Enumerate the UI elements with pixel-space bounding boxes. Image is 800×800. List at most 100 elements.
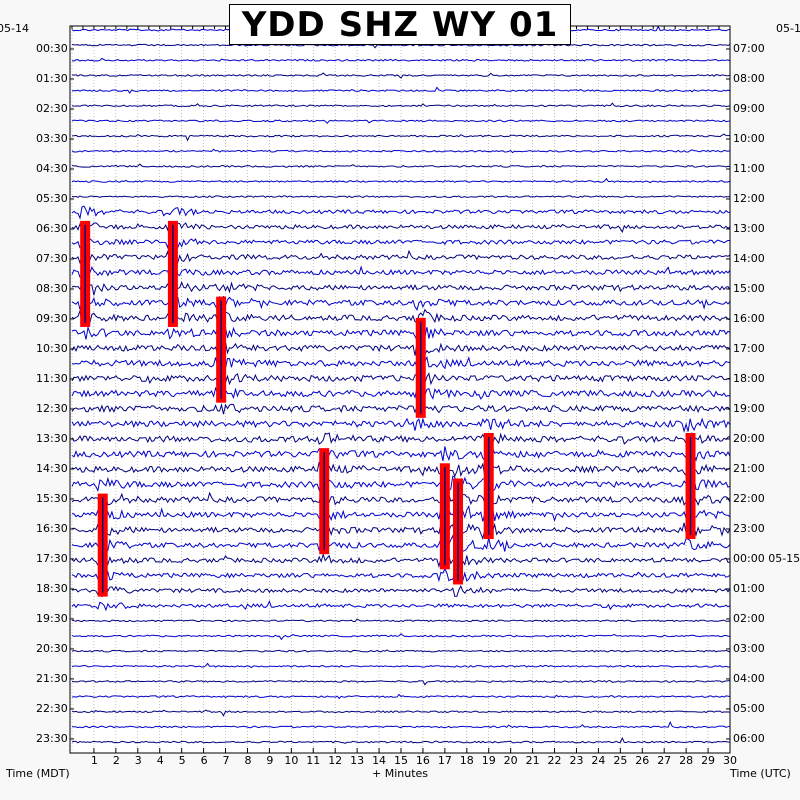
trace-line xyxy=(71,119,731,125)
left-time-label: 23:30 xyxy=(36,731,68,745)
trace-line xyxy=(71,72,731,79)
right-time-label: 16:00 xyxy=(733,311,765,325)
trace-line xyxy=(71,86,731,94)
left-time-label: 12:30 xyxy=(36,401,68,415)
trace-line xyxy=(71,280,731,296)
trace-line xyxy=(71,401,731,415)
left-time-label: 15:30 xyxy=(36,491,68,505)
trace-line xyxy=(71,475,731,494)
x-tick-label: 14 xyxy=(372,754,387,767)
x-tick-label: 2 xyxy=(112,754,120,767)
x-tick-label: 7 xyxy=(222,754,230,767)
right-time-label: 14:00 xyxy=(733,251,765,265)
trace-line xyxy=(71,325,731,342)
right-time-label: 12:00 xyxy=(733,191,765,205)
left-time-label: 10:30 xyxy=(36,341,68,355)
trace-line xyxy=(71,220,731,234)
trace-line xyxy=(71,195,731,199)
trace-line xyxy=(71,662,731,669)
trace-line xyxy=(71,163,731,168)
x-tick-label: 23 xyxy=(569,754,584,767)
left-time-label: 11:30 xyxy=(36,371,68,385)
x-tick-label: 3 xyxy=(134,754,142,767)
left-time-label: 00:30 xyxy=(36,41,68,55)
x-tick-label: 22 xyxy=(547,754,562,767)
x-axis-title: + Minutes xyxy=(372,767,429,780)
trace-line xyxy=(71,633,731,641)
x-tick-label: 17 xyxy=(437,754,452,767)
trace-line xyxy=(71,680,730,686)
trace-line xyxy=(71,552,731,570)
chart-title: YDD SHZ WY 01 xyxy=(241,4,559,45)
trace-line xyxy=(71,295,731,312)
x-tick-label: 4 xyxy=(156,754,164,767)
right-time-label: 13:00 xyxy=(733,221,765,235)
trace-line xyxy=(71,57,731,62)
x-tick-label: 12 xyxy=(328,754,343,767)
trace-line xyxy=(71,308,731,325)
trace-line xyxy=(71,534,731,554)
left-date-label: 05-14 xyxy=(0,22,29,35)
trace-line xyxy=(71,521,731,541)
right-time-label: 23:00 xyxy=(733,521,765,535)
trace-line xyxy=(71,446,731,463)
trace-line xyxy=(71,249,731,265)
trace-line xyxy=(71,431,731,448)
left-time-label: 06:30 xyxy=(36,221,68,235)
right-time-label: 17:00 xyxy=(733,341,765,355)
right-time-label: 00:00 05-15 xyxy=(733,551,800,565)
right-time-label: 19:00 xyxy=(733,401,765,415)
left-time-label: 08:30 xyxy=(36,281,68,295)
seismic-traces xyxy=(71,24,731,744)
x-tick-label: 27 xyxy=(657,754,672,767)
left-time-label: 18:30 xyxy=(36,581,68,595)
left-time-label: 20:30 xyxy=(36,641,68,655)
right-time-label: 22:00 xyxy=(733,491,765,505)
trace-line xyxy=(71,720,731,729)
right-date-label: 05-15 xyxy=(776,22,800,35)
x-tick-label: 10 xyxy=(284,754,299,767)
left-time-label: 07:30 xyxy=(36,251,68,265)
x-tick-label: 11 xyxy=(306,754,321,767)
plot-area xyxy=(70,26,730,753)
trace-line xyxy=(71,148,731,154)
x-tick-label: 6 xyxy=(200,754,208,767)
trace-line xyxy=(71,709,731,717)
left-time-label: 02:30 xyxy=(36,101,68,115)
left-time-label: 05:30 xyxy=(36,191,68,205)
left-time-label: 03:30 xyxy=(36,131,68,145)
right-time-label: 18:00 xyxy=(733,371,765,385)
x-tick-label: 24 xyxy=(591,754,606,767)
trace-line xyxy=(71,736,731,744)
trace-line xyxy=(71,584,731,598)
trace-line xyxy=(71,504,731,526)
right-time-label: 03:00 xyxy=(733,641,765,655)
trace-line xyxy=(71,649,731,653)
x-tick-label: 29 xyxy=(701,754,716,767)
trace-line xyxy=(71,417,731,433)
right-time-label: 01:00 xyxy=(733,581,765,595)
left-time-label: 01:30 xyxy=(36,71,68,85)
x-tick-label: 5 xyxy=(178,754,186,767)
trace-line xyxy=(71,461,731,478)
right-time-label: 20:00 xyxy=(733,431,765,445)
x-tick-label: 30 xyxy=(723,754,737,767)
x-tick-label: 19 xyxy=(481,754,496,767)
right-time-label: 11:00 xyxy=(733,161,765,175)
left-time-label: 09:30 xyxy=(36,311,68,325)
right-time-label: 06:00 xyxy=(733,731,765,745)
x-tick-label: 8 xyxy=(244,754,252,767)
right-time-label: 10:00 xyxy=(733,131,765,145)
trace-line xyxy=(71,234,731,250)
trace-line xyxy=(71,355,731,372)
right-time-label: 08:00 xyxy=(733,71,765,85)
clipped-events xyxy=(80,220,696,597)
x-tick-label: 21 xyxy=(525,754,540,767)
right-time-label: 02:00 xyxy=(733,611,765,625)
x-tick-label: 1 xyxy=(90,754,98,767)
left-axis-title: Time (MDT) xyxy=(6,767,70,780)
left-time-label: 22:30 xyxy=(36,701,68,715)
left-time-label: 14:30 xyxy=(36,461,68,475)
x-tick-label: 25 xyxy=(613,754,628,767)
